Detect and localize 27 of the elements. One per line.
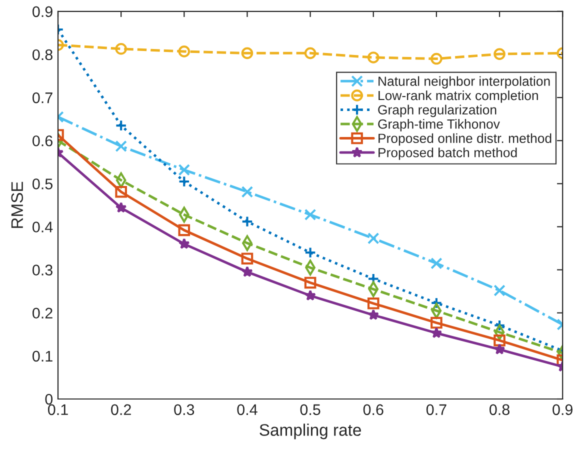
- x-tick-label: 0.7: [426, 404, 446, 416]
- x-tick-label: 0.8: [490, 404, 510, 416]
- x-tick-label: 0.4: [237, 404, 258, 416]
- x-tick-label: 0.2: [111, 404, 131, 416]
- legend-label: Graph regularization: [378, 104, 496, 118]
- x-tick-label: 0.6: [363, 404, 384, 416]
- y-tick-label: 0.6: [32, 135, 52, 146]
- legend-label: Low-rank matrix completion: [378, 90, 538, 103]
- y-tick-label: 0: [45, 394, 53, 405]
- y-tick-label: 0.8: [32, 49, 52, 60]
- x-tick-label: 0.5: [300, 404, 320, 416]
- y-tick-label: 0.9: [32, 6, 52, 18]
- y-tick-label: 0.1: [32, 350, 52, 362]
- legend-label: Natural neighbor interpolation: [378, 76, 550, 89]
- x-axis-title: Sampling rate: [260, 424, 361, 440]
- x-tick-label: 0.1: [48, 404, 68, 416]
- y-tick-label: 0.2: [32, 308, 52, 319]
- legend-label: Proposed online distr. method: [378, 133, 552, 146]
- y-tick-label: 0.4: [32, 222, 53, 232]
- x-tick-label: 0.3: [174, 404, 194, 416]
- legend-label: Proposed batch method: [378, 148, 517, 160]
- y-axis-title: RMSE: [11, 182, 24, 228]
- x-tick-label: 0.9: [552, 404, 572, 416]
- y-tick-label: 0.3: [32, 264, 52, 276]
- legend-label: Graph-time Tikhonov: [378, 119, 500, 132]
- y-tick-label: 0.7: [32, 92, 52, 104]
- y-tick-label: 0.5: [32, 178, 52, 190]
